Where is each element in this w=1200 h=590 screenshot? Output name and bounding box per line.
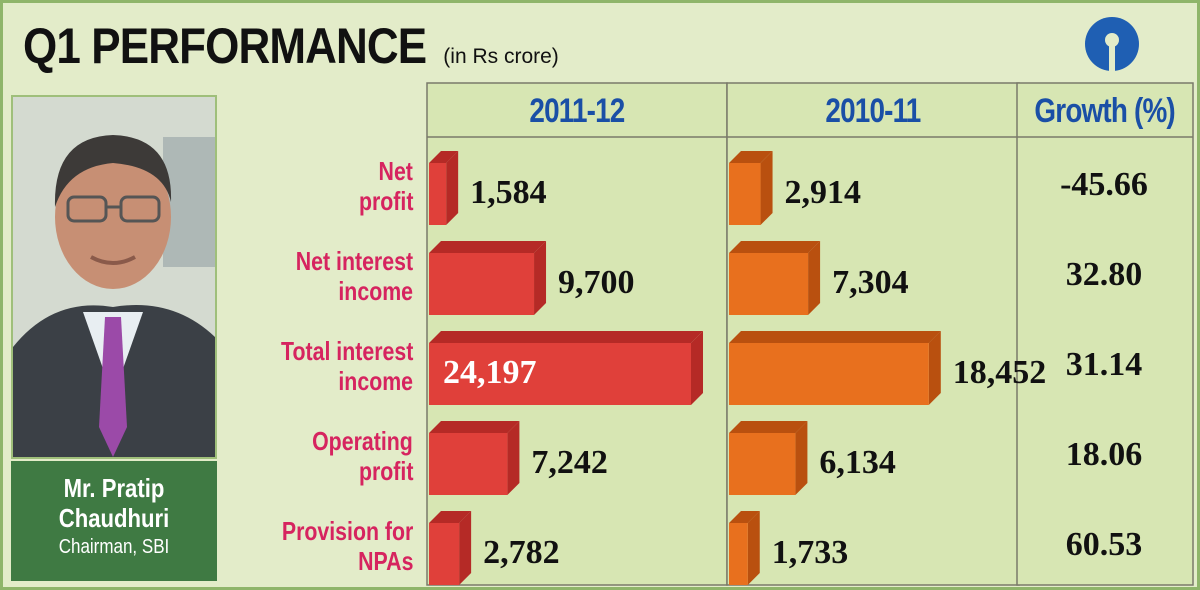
growth-value: 31.14 (1065, 346, 1143, 383)
bar (429, 151, 459, 225)
bar-value-label: 6,134 (819, 444, 896, 481)
bar (729, 421, 808, 495)
row-label: Net interest income (295, 246, 413, 306)
growth-value: 60.53 (1065, 526, 1143, 563)
bar-value-label: 7,304 (832, 264, 909, 301)
bar (429, 241, 547, 315)
bar (729, 331, 941, 405)
chart-subtitle: (in Rs crore) (443, 45, 559, 68)
chairman-caption: Mr. Pratip Chaudhuri Chairman, SBI (11, 461, 217, 581)
row-label: Total interest income (280, 336, 413, 396)
bar-value-label: 18,452 (952, 354, 1047, 391)
chairman-photo (11, 95, 217, 459)
bar (429, 331, 703, 405)
bar-value-label: 1,733 (771, 534, 849, 571)
bar (429, 511, 472, 585)
bar-value-label: 2,914 (784, 174, 862, 211)
bar-value-label: 9,700 (558, 264, 635, 301)
chart-grid (426, 82, 1194, 586)
title-performance: PERFORMANCE (79, 18, 427, 74)
row-label: Provision for NPAs (281, 516, 413, 576)
column-header-2011-12: 2011-12 (529, 91, 625, 130)
portrait-illustration (13, 97, 215, 457)
bar (729, 511, 760, 585)
bar (729, 241, 821, 315)
growth-value: 32.80 (1065, 256, 1143, 293)
bar-value-label: 1,584 (470, 174, 547, 211)
growth-value: 18.06 (1065, 436, 1143, 473)
chairman-name-line1: Mr. Pratip (63, 473, 165, 503)
bar (429, 421, 520, 495)
bar-value-label: 7,242 (531, 444, 608, 481)
row-label: Net profit (358, 156, 413, 216)
column-panel (1016, 82, 1194, 586)
bar-value-label: 24,197 (443, 354, 537, 391)
chairman-role: Chairman, SBI (58, 536, 170, 558)
column-header-growth: Growth (%) (1034, 91, 1176, 130)
row-label: Operating profit (312, 426, 413, 486)
title-q: Q1 (23, 18, 81, 74)
chairman-name-line2: Chaudhuri (58, 503, 170, 533)
chart-title: Q1 PERFORMANCE (23, 17, 427, 75)
growth-value: -45.66 (1060, 166, 1148, 203)
sbi-logo-icon (1085, 17, 1139, 71)
column-header-2010-11: 2010-11 (825, 91, 921, 130)
title-block: Q1 PERFORMANCE (in Rs crore) (23, 17, 559, 75)
bar-value-label: 2,782 (483, 534, 560, 571)
bar (729, 151, 773, 225)
